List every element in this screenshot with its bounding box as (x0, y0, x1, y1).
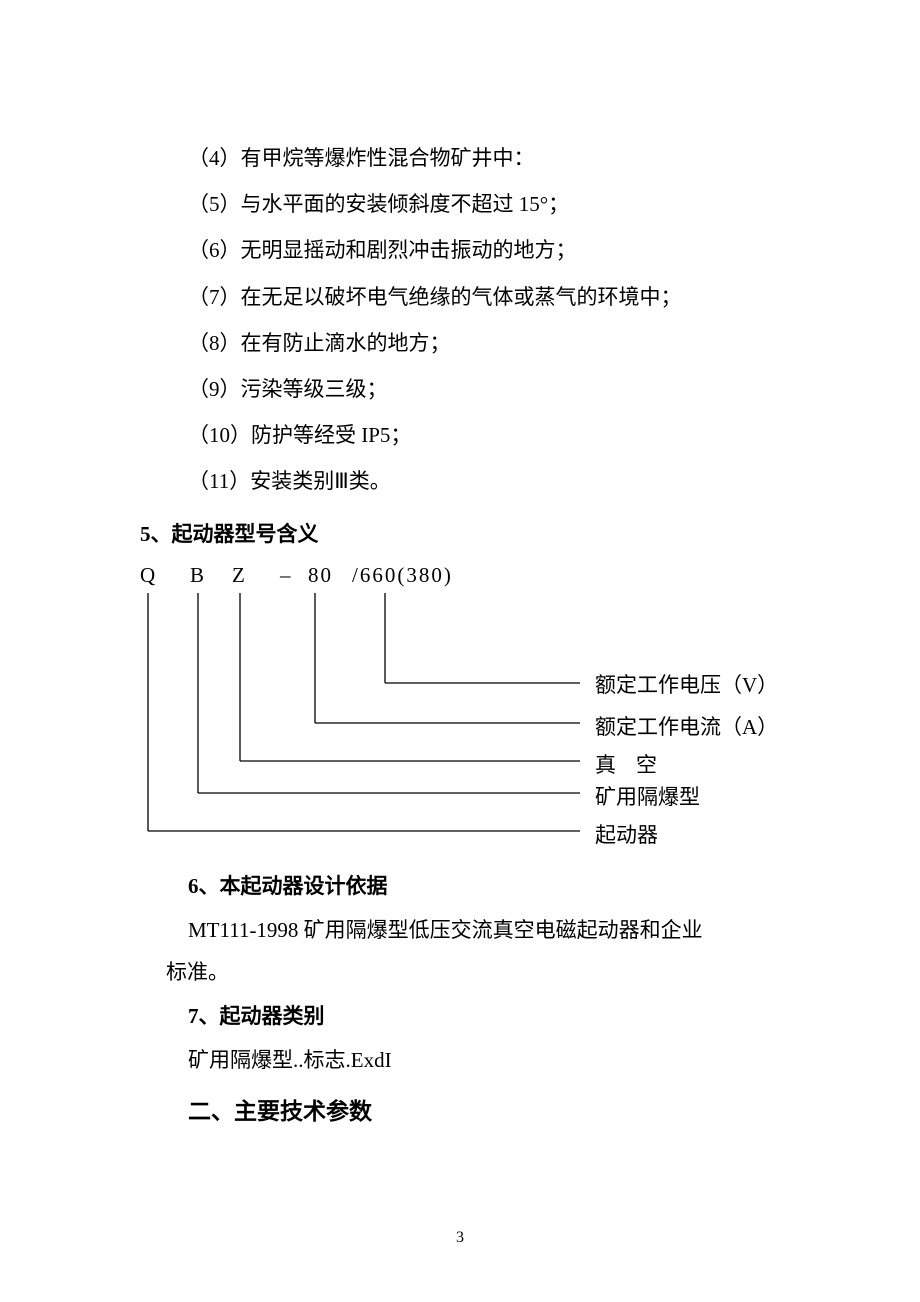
label-current: 额定工作电流（A） (595, 711, 778, 741)
code-z: Z (232, 563, 280, 588)
heading-5: 5、起动器型号含义 (140, 511, 780, 557)
list-item-8: （8）在有防止滴水的地方； (140, 320, 780, 366)
code-660: /660(380) (352, 563, 453, 587)
model-code-text: QBZ–80/660(380) (140, 563, 453, 588)
bracket-diagram (140, 593, 600, 843)
body-6-line2: 标准。 (140, 951, 780, 993)
heading-2-major: 二、主要技术参数 (140, 1087, 780, 1138)
label-voltage: 额定工作电压（V） (595, 669, 778, 699)
list-item-9: （9）污染等级三级； (140, 366, 780, 412)
list-item-11: （11）安装类别Ⅲ类。 (140, 458, 780, 504)
label-explosion: 矿用隔爆型 (595, 781, 700, 811)
list-item-5: （5）与水平面的安装倾斜度不超过 15°； (140, 181, 780, 227)
code-80: 80 (308, 563, 352, 588)
label-vacuum: 真空 (595, 749, 657, 779)
heading-7: 7、起动器类别 (140, 993, 780, 1039)
page-number: 3 (456, 1229, 464, 1247)
list-item-7: （7）在无足以破坏电气绝缘的气体或蒸气的环境中； (140, 274, 780, 320)
body-6-line1: MT111-1998 矿用隔爆型低压交流真空电磁起动器和企业 (140, 909, 780, 951)
model-code-diagram: QBZ–80/660(380) 额定工作电压（V） 额定工作电流（A） 真空 矿… (140, 563, 780, 843)
code-q: Q (140, 563, 190, 588)
heading-6: 6、本起动器设计依据 (140, 863, 780, 909)
body-7: 矿用隔爆型..标志.ExdI (140, 1039, 780, 1081)
code-dash: – (280, 563, 308, 588)
list-item-10: （10）防护等经受 IP5； (140, 412, 780, 458)
list-item-4: （4）有甲烷等爆炸性混合物矿井中： (140, 135, 780, 181)
label-starter: 起动器 (595, 819, 658, 849)
code-b: B (190, 563, 232, 588)
list-item-6: （6）无明显摇动和剧烈冲击振动的地方； (140, 227, 780, 273)
